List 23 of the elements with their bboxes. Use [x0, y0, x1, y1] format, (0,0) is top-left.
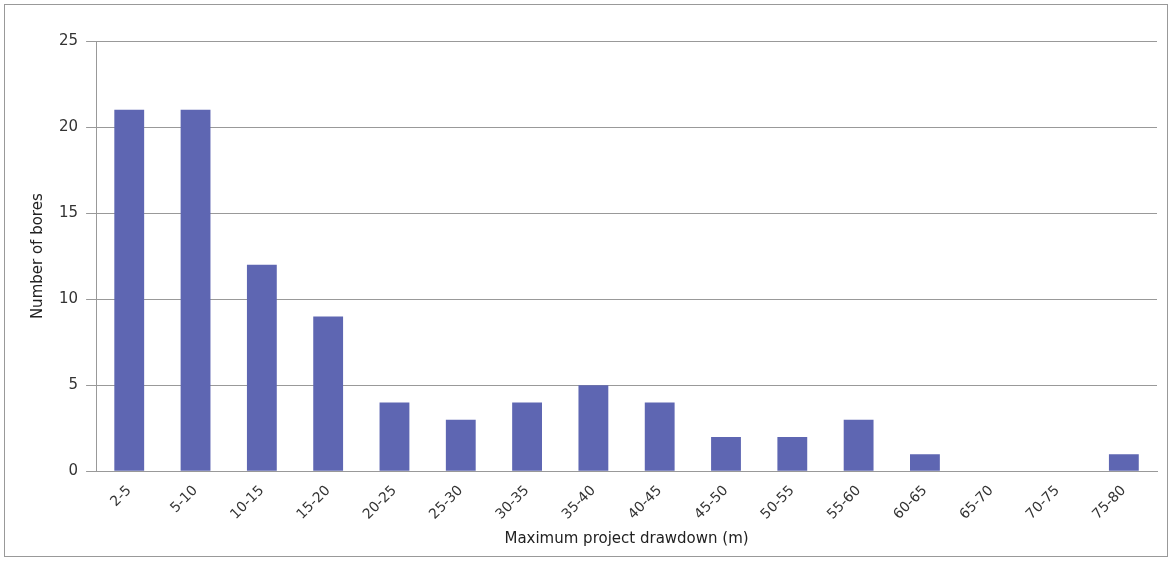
bar — [711, 436, 741, 471]
bar — [114, 109, 145, 471]
bar — [644, 402, 675, 471]
bar — [313, 316, 344, 471]
bar — [843, 419, 874, 471]
bar — [777, 436, 808, 471]
bar — [246, 264, 277, 471]
bar — [1108, 454, 1139, 471]
x-axis-title: Maximum project drawdown (m) — [504, 528, 749, 547]
bar — [445, 419, 476, 471]
bar — [180, 109, 211, 471]
y-tick-label: 0 — [68, 461, 79, 480]
bar — [910, 454, 940, 471]
bar — [379, 402, 410, 471]
y-axis-title: Number of bores — [27, 193, 46, 320]
y-tick-label: 25 — [58, 30, 79, 49]
y-tick-label: 5 — [68, 375, 79, 394]
y-tick-label: 15 — [58, 203, 79, 222]
y-tick-label: 20 — [58, 116, 79, 135]
x-tick-label: 2-5 — [106, 481, 134, 510]
bar — [578, 385, 609, 471]
bar — [512, 402, 542, 471]
y-tick-label: 10 — [58, 289, 79, 308]
